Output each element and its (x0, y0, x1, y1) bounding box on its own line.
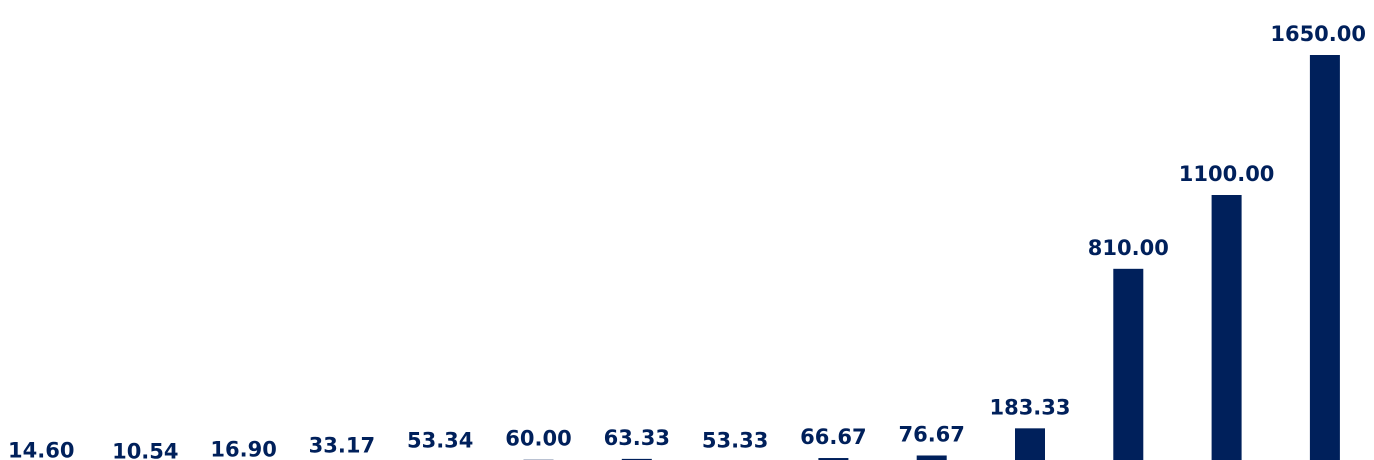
data-label-4: 53.34 (407, 428, 473, 452)
bar-12 (1212, 195, 1242, 460)
data-label-2: 16.90 (210, 438, 276, 460)
data-label-6: 63.33 (604, 426, 670, 450)
bar-10 (1015, 428, 1045, 460)
data-label-13: 1650.00 (1270, 22, 1366, 46)
data-label-3: 33.17 (309, 434, 375, 458)
data-label-0: 14.60 (8, 438, 74, 460)
bar-13 (1310, 55, 1340, 460)
data-label-8: 66.67 (800, 425, 866, 449)
data-label-10: 183.33 (989, 395, 1070, 419)
data-labels: 14.60 10.54 16.90 33.17 53.34 60.00 63.33 53.33… (8, 22, 1366, 460)
data-label-5: 60.00 (505, 427, 571, 451)
bar-9 (917, 455, 947, 460)
data-label-7: 53.33 (702, 428, 768, 452)
bar-11 (1113, 269, 1143, 460)
data-label-11: 810.00 (1088, 236, 1169, 260)
data-label-12: 1100.00 (1179, 162, 1275, 186)
data-label-9: 76.67 (898, 422, 964, 446)
data-label-1: 10.54 (112, 439, 178, 460)
